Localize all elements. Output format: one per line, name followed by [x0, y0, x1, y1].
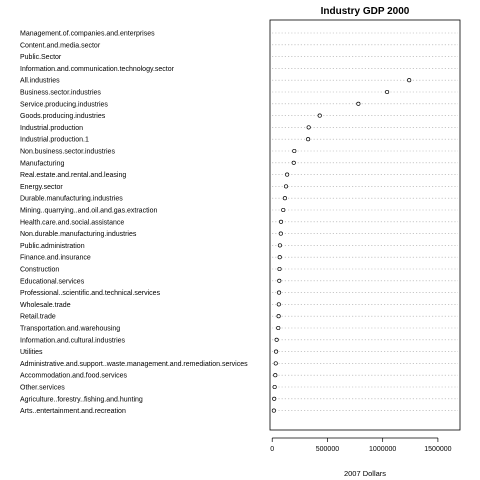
data-point — [285, 172, 290, 177]
data-point — [274, 349, 279, 354]
category-label: Mining..quarrying..and.oil.and.gas.extra… — [20, 208, 157, 215]
data-point — [306, 125, 311, 130]
category-label: Information.and.communication.technology… — [20, 66, 175, 73]
category-label: Manufacturing — [20, 160, 64, 167]
data-point — [276, 302, 281, 307]
category-label: Real.estate.and.rental.and.leasing — [20, 172, 126, 179]
category-label: Goods.producing.industries — [20, 113, 106, 120]
category-label: Energy.sector — [20, 184, 63, 191]
category-label: Industrial.production — [20, 125, 83, 132]
data-point — [317, 113, 322, 118]
category-label: Utilities — [20, 349, 43, 356]
data-point — [277, 266, 282, 272]
category-label: Retail.trade — [20, 314, 56, 321]
category-label: Professional..scientific.and.technical.s… — [20, 290, 161, 297]
data-point — [278, 231, 283, 236]
data-point — [273, 373, 278, 378]
x-tick-label: 500000 — [316, 446, 339, 453]
category-label: Public.Sector — [20, 54, 62, 61]
category-label: Health.care.and.social.assistance — [20, 219, 124, 226]
category-label: Agriculture..forestry..fishing.and.hunti… — [20, 396, 143, 403]
x-axis-label: 2007 Dollars — [344, 469, 386, 478]
category-label: Construction — [20, 267, 59, 274]
data-point — [282, 196, 287, 201]
category-label: Content.and.media.sector — [20, 42, 101, 49]
data-point — [272, 396, 277, 401]
data-point — [276, 325, 281, 331]
data-point — [276, 314, 281, 319]
category-label: Administrative.and.support..waste.manage… — [20, 361, 248, 368]
category-label: Durable.manufacturing.industries — [20, 196, 123, 203]
data-points — [271, 78, 412, 413]
data-point — [277, 290, 282, 295]
data-point — [385, 89, 390, 95]
data-point — [281, 207, 286, 213]
data-point — [306, 137, 311, 142]
category-label: Service.producing.industries — [20, 101, 108, 108]
x-tick-label: 1500000 — [424, 446, 451, 453]
category-label: Management.of.companies.and.enterprises — [20, 31, 155, 38]
data-point — [292, 148, 297, 154]
data-point — [291, 160, 296, 165]
category-label: Educational.services — [20, 278, 85, 285]
x-tick-label: 0 — [270, 446, 274, 453]
data-point — [278, 219, 284, 224]
category-label: Non.durable.manufacturing.industries — [20, 231, 137, 238]
data-point — [277, 243, 282, 248]
category-label: All.industries — [20, 78, 60, 85]
category-label: Finance.and.insurance — [20, 255, 91, 262]
plot-frame — [269, 19, 461, 431]
category-label: Public.administration — [20, 243, 85, 250]
category-label: Information.and.cultural.industries — [20, 337, 126, 344]
category-label: Wholesale.trade — [20, 302, 71, 309]
category-label: Arts..entertainment.and.recreation — [20, 408, 126, 415]
grid-lines — [272, 32, 458, 411]
x-tick-label: 1000000 — [369, 446, 396, 453]
data-point — [407, 78, 412, 83]
category-label: Transportation.and.warehousing — [20, 326, 120, 333]
category-labels: Management.of.companies.and.enterprises C… — [20, 31, 248, 416]
chart-title: Industry GDP 2000 — [321, 6, 410, 17]
data-point — [277, 278, 282, 283]
category-label: Non.business.sector.industries — [20, 149, 115, 156]
category-label: Industrial.production.1 — [20, 137, 89, 144]
data-point — [271, 408, 276, 413]
data-point — [283, 184, 289, 189]
data-point — [273, 361, 278, 366]
x-axis: 0 500000 1000000 1500000 — [270, 437, 452, 453]
category-label: Other.services — [20, 385, 65, 392]
category-label: Accommodation.and.food.services — [20, 373, 127, 380]
data-point — [274, 337, 279, 342]
category-label: Business.sector.industries — [20, 90, 101, 97]
data-point — [277, 255, 282, 260]
data-point — [356, 101, 361, 106]
data-point — [272, 384, 277, 390]
